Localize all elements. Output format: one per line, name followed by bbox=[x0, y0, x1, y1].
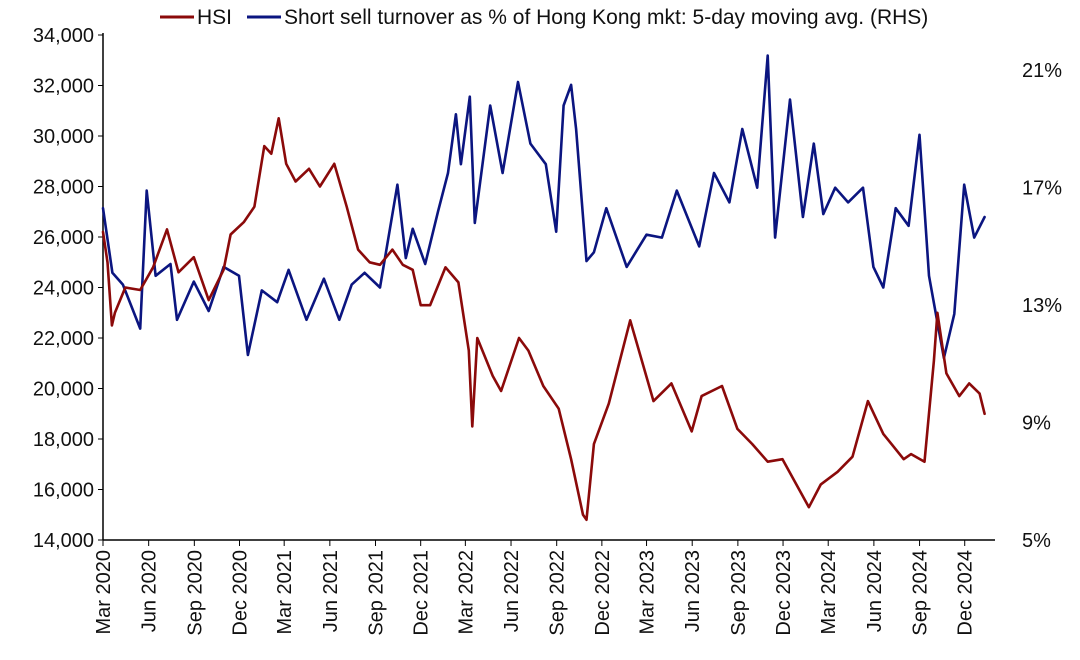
x-tick-label: Jun 2022 bbox=[501, 550, 523, 632]
x-tick-label: Dec 2023 bbox=[773, 550, 795, 636]
y-right-tick-label: 17% bbox=[1022, 178, 1062, 200]
series-line-short-sell bbox=[101, 54, 986, 360]
series-line-hsi bbox=[101, 117, 986, 522]
x-tick-label: Jun 2024 bbox=[864, 550, 886, 632]
y-right-tick-label: 13% bbox=[1022, 295, 1062, 317]
y-left-tick-label: 28,000 bbox=[33, 177, 94, 199]
x-tick-label: Sep 2023 bbox=[728, 550, 750, 636]
x-tick-label: Dec 2020 bbox=[230, 550, 252, 636]
x-tick-label: Jun 2020 bbox=[139, 550, 161, 632]
legend: HSI Short sell turnover as % of Hong Kon… bbox=[160, 6, 928, 29]
y-left-tick-label: 16,000 bbox=[33, 480, 94, 502]
y-left-tick-label: 22,000 bbox=[33, 328, 94, 350]
y-right-tick-label: 5% bbox=[1022, 530, 1051, 552]
x-tick-label: Dec 2021 bbox=[411, 550, 433, 636]
x-tick-label: Sep 2021 bbox=[366, 550, 388, 636]
x-tick-label: Jun 2023 bbox=[682, 550, 704, 632]
y-left-tick-label: 18,000 bbox=[33, 429, 94, 451]
x-tick-label: Dec 2024 bbox=[955, 550, 977, 636]
x-tick-label: Dec 2022 bbox=[592, 550, 614, 636]
y-left-tick-label: 26,000 bbox=[33, 227, 94, 249]
y-left-tick-label: 30,000 bbox=[33, 126, 94, 148]
y-left-tick-label: 34,000 bbox=[33, 25, 94, 47]
y-left-tick-label: 14,000 bbox=[33, 530, 94, 552]
y-left-tick-label: 24,000 bbox=[33, 278, 94, 300]
y-right-tick-label: 9% bbox=[1022, 413, 1051, 435]
legend-label-hsi: HSI bbox=[197, 6, 232, 29]
x-tick-label: Sep 2022 bbox=[547, 550, 569, 636]
x-tick-label: Jun 2021 bbox=[320, 550, 342, 632]
x-tick-label: Mar 2020 bbox=[93, 550, 115, 635]
axes: 14,000 16,000 18,000 20,000 22,000 24,000 26,0… bbox=[33, 25, 1062, 636]
x-tick-label: Mar 2022 bbox=[455, 550, 477, 635]
x-tick-label: Sep 2024 bbox=[910, 550, 932, 636]
x-tick-label: Mar 2021 bbox=[274, 550, 296, 635]
legend-label-short-sell: Short sell turnover as % of Hong Kong mk… bbox=[284, 6, 928, 29]
y-right-tick-label: 21% bbox=[1022, 60, 1062, 82]
x-tick-label: Mar 2023 bbox=[637, 550, 659, 635]
x-tick-label: Mar 2024 bbox=[818, 550, 840, 635]
y-left-tick-label: 32,000 bbox=[33, 76, 94, 98]
series-layer bbox=[101, 54, 986, 522]
x-tick-label: Sep 2020 bbox=[184, 550, 206, 636]
y-left-tick-label: 20,000 bbox=[33, 379, 94, 401]
